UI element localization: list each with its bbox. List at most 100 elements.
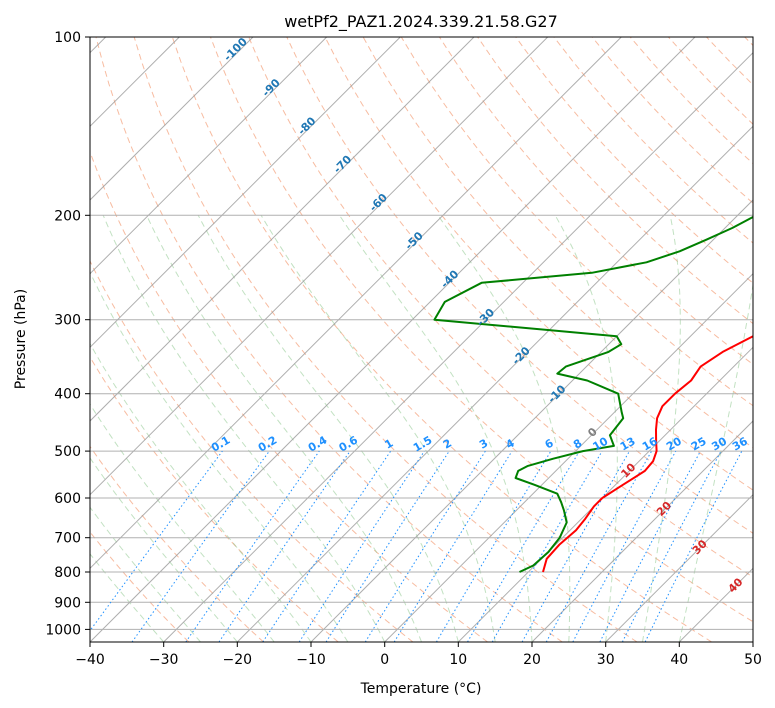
y-tick-label: 900 [54, 595, 81, 611]
mixing-ratio-line [435, 450, 552, 642]
isotherm-line [90, 37, 328, 275]
moist-adiabat-line [90, 553, 165, 642]
isopleth-labels: 0.1 0.2 0.4 0.6 1 1.5 2 3 4 6 8 10 13 16 20 25 30 36-100-… [209, 35, 750, 596]
profile-line [542, 335, 753, 573]
mixing-ratio-line [521, 450, 630, 642]
mixing-ratio-line [185, 450, 320, 642]
dry-adiabat-line [90, 150, 488, 642]
moist-adiabat-line [90, 342, 312, 642]
moist-adiabat-line [437, 215, 571, 642]
moist-adiabat-line [554, 215, 618, 642]
dry-adiabat-line [744, 37, 753, 47]
moist-adiabat-line [197, 215, 459, 642]
mixing-ratio-line [364, 450, 486, 642]
mixing-ratio-label: 6 [543, 436, 556, 451]
mixing-ratio-line [90, 450, 223, 632]
dry-adiabat-line [706, 37, 753, 86]
isotherm-line [752, 641, 753, 642]
moist-adiabat-line [146, 215, 422, 642]
mixing-ratio-label: 4 [504, 436, 517, 451]
dry-adiabat-line [90, 356, 339, 642]
isotherm-line [163, 51, 753, 642]
isotherm-line [90, 37, 254, 201]
mixing-ratio-line [298, 450, 425, 642]
profile-line [433, 215, 753, 573]
dry-adiabat-label: -10 [545, 382, 568, 405]
dry-adiabat-line [286, 37, 753, 534]
mixing-ratio-line [644, 450, 743, 642]
x-tick-label: 10 [449, 652, 467, 668]
dry-adiabat-line [248, 37, 753, 578]
moist-adiabat-line [260, 215, 496, 642]
dry-adiabat-label: -100 [221, 35, 250, 64]
mixing-ratio-line [131, 450, 270, 642]
dry-adiabat-line [324, 37, 753, 491]
mixing-ratio-line [467, 450, 580, 642]
y-axis-title: Pressure (hPa) [13, 289, 29, 389]
x-axis: −40 −30 −20 −10 0 10 20 30 40 50 [75, 642, 762, 668]
mixing-ratio-label: 3 [477, 437, 490, 452]
mixing-ratio-line [393, 450, 513, 642]
mixing-ratio-line [262, 450, 392, 642]
x-tick-label: 20 [523, 652, 541, 668]
x-tick-label: 50 [744, 652, 762, 668]
mixing-ratio-lines [90, 450, 743, 642]
x-tick-label: −10 [296, 652, 326, 668]
y-tick-label: 300 [54, 313, 81, 329]
moist-adiabat-line [642, 215, 681, 642]
mixing-ratio-line [572, 450, 677, 642]
moist-adiabat-line [90, 457, 238, 642]
dry-adiabat-line [133, 37, 638, 642]
dry-adiabat-label: -70 [331, 153, 354, 176]
y-tick-label: 600 [54, 491, 81, 507]
dry-adiabat-line [668, 37, 753, 125]
dry-adiabat-label: -80 [295, 114, 318, 137]
isotherm-line [90, 37, 401, 349]
x-tick-label: 40 [670, 652, 688, 668]
moist-adiabat-line [90, 506, 201, 642]
y-tick-label: 100 [54, 30, 81, 46]
x-tick-label: −20 [223, 652, 253, 668]
moist-adiabat-line [102, 215, 386, 642]
plot-frame [89, 36, 754, 643]
mixing-ratio-line [325, 450, 450, 642]
mixing-ratio-line [545, 450, 653, 642]
moist-adiabat-line [678, 282, 753, 642]
isotherm-line [90, 37, 622, 570]
isotherm-line [236, 125, 753, 642]
isotherm-line [531, 420, 753, 642]
dry-adiabat-label: -90 [260, 76, 283, 99]
gridlines [90, 37, 753, 642]
background-lines [90, 37, 753, 642]
isotherm-line [90, 37, 475, 422]
mixing-ratio-label: 2 [441, 437, 454, 452]
dry-adiabat-label: 20 [654, 499, 674, 519]
y-axis: 100 200 300 400 500 600 700 800 900 1000 [45, 30, 90, 638]
x-tick-label: −30 [149, 652, 179, 668]
dry-adiabat-line [171, 37, 712, 642]
x-tick-label: −40 [75, 652, 105, 668]
y-tick-label: 500 [54, 444, 81, 460]
moist-adiabat-line [90, 403, 275, 642]
y-tick-label: 1000 [45, 622, 81, 638]
y-tick-label: 400 [54, 387, 81, 403]
isotherm-line [457, 346, 753, 642]
x-axis-title: Temperature (°C) [360, 681, 482, 697]
dry-adiabat-line [90, 259, 414, 642]
x-tick-label: 0 [380, 652, 389, 668]
profile-series [433, 215, 753, 573]
dry-adiabat-line [553, 37, 753, 244]
y-tick-label: 200 [54, 208, 81, 224]
dry-adiabat-line [95, 37, 563, 642]
y-tick-label: 700 [54, 531, 81, 547]
mixing-ratio-line [218, 450, 351, 642]
dry-adiabat-label: -60 [367, 191, 390, 214]
isotherm-line [90, 37, 549, 496]
dry-adiabat-line [210, 37, 753, 623]
chart-title: wetPf2_PAZ1.2024.339.21.58.G27 [284, 12, 558, 32]
isotherm-line [90, 37, 696, 642]
mixing-ratio-line [599, 450, 701, 642]
y-tick-label: 800 [54, 565, 81, 581]
isotherm-line [310, 199, 753, 642]
